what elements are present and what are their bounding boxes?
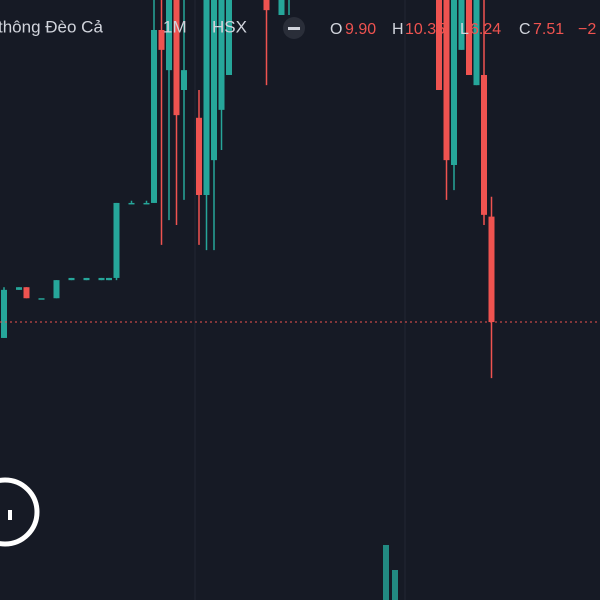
plot	[0, 0, 600, 379]
candle-body	[143, 202, 150, 205]
ohlc-legend: O 9.90 H 10.35 L 6.24 C 7.51	[330, 21, 564, 38]
candle-body	[1, 289, 7, 338]
volume-bar	[383, 545, 389, 600]
candle-body	[83, 277, 90, 281]
candle-body	[106, 277, 112, 281]
candle-body	[278, 0, 285, 15]
ohlc-key: H	[392, 21, 404, 38]
symbol-title: thông Đèo Cả	[0, 17, 103, 36]
candle-body	[473, 0, 480, 86]
candle-body	[113, 202, 120, 278]
volume-bar	[392, 570, 398, 600]
candle-body	[196, 117, 202, 195]
ohlc-value: 9.90	[345, 21, 376, 38]
candle-body	[98, 277, 105, 281]
candle-body	[436, 0, 442, 91]
candle-body	[488, 216, 495, 323]
candle-body	[263, 0, 270, 11]
ohlc-key: C	[519, 21, 531, 38]
candle-body	[451, 0, 457, 166]
candle-body	[158, 30, 165, 50]
exchange: HSX	[212, 17, 247, 36]
ohlc-value: 10.35	[405, 21, 445, 38]
icon-mark	[8, 510, 12, 520]
candle-body	[38, 298, 45, 300]
ohlc-key: O	[330, 21, 342, 38]
ohlc-value: 6.24	[470, 21, 501, 38]
candle-body	[151, 30, 157, 203]
candle-body	[481, 75, 487, 215]
candle-body	[466, 0, 472, 76]
candle-body	[53, 280, 60, 299]
candle-body	[218, 0, 225, 110]
candle-body	[173, 0, 180, 116]
interval[interactable]: 1M	[163, 17, 187, 36]
collapse-icon	[288, 27, 300, 30]
candle-body	[203, 0, 210, 196]
candle-body	[16, 287, 22, 290]
candle-body	[458, 0, 465, 50]
candle-body	[128, 202, 135, 205]
ohlc-key: L	[460, 21, 469, 38]
candle-body	[68, 277, 75, 281]
ohlc-value: 7.51	[533, 21, 564, 38]
candle-body	[443, 0, 450, 161]
icon-ring[interactable]	[0, 477, 40, 547]
candle-body	[211, 0, 217, 161]
candle-body	[166, 0, 172, 71]
candle-body	[181, 70, 187, 90]
candle-body	[226, 0, 232, 76]
change: −2	[578, 21, 596, 38]
candle-body	[23, 287, 30, 299]
